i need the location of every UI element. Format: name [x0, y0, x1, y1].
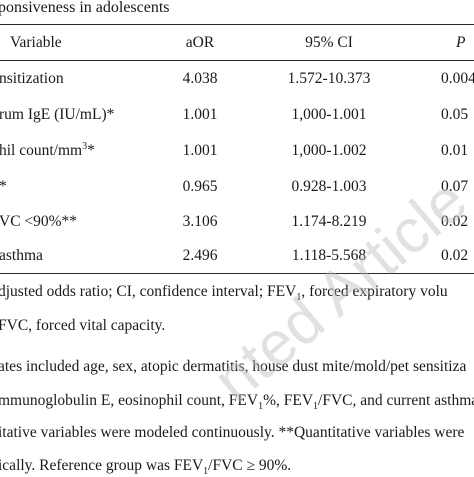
row-p: 0.07 [441, 178, 469, 195]
row-aor: 1.001 [182, 142, 218, 159]
row-aor: 1.001 [182, 106, 218, 123]
row-ci: 1,000-1.001 [291, 106, 367, 123]
row-aor: 3.106 [182, 213, 218, 230]
row-variable: * [0, 178, 7, 196]
row-p: 0.05 [441, 106, 469, 123]
top-rule [0, 24, 474, 25]
row-ci: 1.118-5.568 [291, 247, 367, 264]
row-p: 0.01 [441, 142, 469, 159]
row-variable: VC <90%** [0, 213, 78, 230]
header-p: P [456, 34, 466, 51]
row-aor: 4.038 [182, 70, 218, 87]
row-ci: 1.572-10.373 [287, 70, 371, 87]
row-variable: rum IgE (IU/mL)* [0, 106, 115, 123]
row-variable: hil count/mm3* [0, 140, 95, 159]
row-aor: 2.496 [182, 247, 218, 264]
footnote-covariates: ates included age, sex, atopic dermatiti… [0, 358, 467, 375]
footnote-covariates-cont: mmunoglobulin E, eosinophil count, FEV1%… [0, 392, 474, 413]
row-ci: 1,000-1.002 [291, 142, 367, 159]
header-rule [0, 60, 474, 61]
row-variable: asthma [0, 247, 43, 264]
header-ci: 95% CI [305, 34, 353, 51]
row-p: 0.02 [441, 247, 469, 264]
row-ci: 1.174-8.219 [291, 213, 367, 230]
footnote-abbreviations: djusted odds ratio; CI, confidence inter… [0, 283, 448, 304]
header-variable: Variable [10, 34, 62, 51]
bottom-rule [0, 273, 474, 274]
row-variable: nsitization [0, 70, 64, 87]
header-aor: aOR [185, 34, 215, 51]
row-ci: 0.928-1.003 [291, 178, 367, 195]
row-p: 0.004 [441, 70, 474, 87]
row-p: 0.02 [441, 213, 469, 230]
footnote-abbreviations-cont: FVC, forced vital capacity. [0, 317, 166, 334]
row-aor: 0.965 [182, 178, 218, 195]
table-caption: ponsiveness in adolescents [0, 0, 170, 16]
footnote-reference: ically. Reference group was FEV1/FVC ≥ 9… [0, 457, 292, 477]
footnote-modeling: itative variables were modeled continuou… [0, 424, 465, 441]
